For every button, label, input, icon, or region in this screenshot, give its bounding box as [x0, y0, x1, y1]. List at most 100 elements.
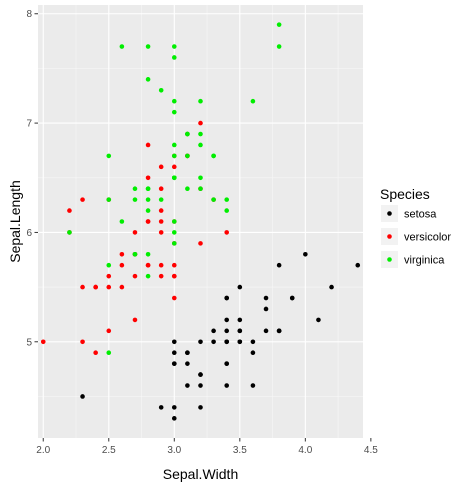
data-point-versicolor [145, 175, 151, 181]
data-point-versicolor [119, 262, 125, 268]
data-point-setosa [250, 383, 256, 388]
data-point-virginica [145, 252, 151, 257]
data-point-setosa [303, 252, 308, 257]
data-point-virginica [211, 197, 216, 202]
data-point-versicolor [106, 284, 112, 290]
legend-item-virginica: virginica [381, 251, 445, 268]
data-point-virginica [171, 109, 177, 115]
data-point-virginica [171, 142, 177, 148]
data-point-setosa [171, 416, 177, 421]
data-point-virginica [158, 87, 164, 93]
data-point-virginica [106, 153, 112, 159]
data-point-setosa [355, 262, 361, 268]
data-point-versicolor [93, 350, 98, 356]
data-point-setosa [237, 284, 243, 290]
data-point-versicolor [145, 262, 151, 268]
data-point-versicolor [119, 284, 125, 290]
x-tick-label: 3.5 [233, 445, 247, 456]
y-tick-label: 8 [26, 9, 32, 20]
x-tick-label: 4.5 [364, 445, 378, 456]
data-point-setosa [185, 361, 190, 366]
data-point-setosa [185, 383, 190, 388]
data-point-setosa [237, 317, 243, 323]
y-axis-title: Sepal.Length [7, 180, 23, 263]
data-point-setosa [250, 339, 256, 345]
data-point-virginica [211, 153, 216, 159]
data-point-virginica [224, 208, 230, 213]
legend-marker [387, 234, 392, 239]
data-point-setosa [263, 306, 269, 312]
y-tick-label: 5 [26, 337, 32, 348]
data-point-virginica [224, 197, 230, 202]
y-tick-label: 6 [26, 228, 32, 239]
data-point-versicolor [106, 273, 112, 279]
x-tick-label: 4.0 [298, 445, 312, 456]
legend: Species setosa versicolor virginica [380, 186, 451, 268]
data-point-versicolor [80, 284, 85, 290]
data-point-setosa [171, 350, 177, 356]
data-point-virginica [171, 175, 177, 181]
data-point-setosa [329, 284, 334, 290]
data-point-virginica [158, 197, 164, 202]
data-point-versicolor [67, 208, 72, 213]
data-point-versicolor [145, 219, 151, 224]
data-point-virginica [171, 241, 177, 246]
data-point-virginica [106, 350, 112, 356]
data-point-versicolor [158, 230, 164, 235]
data-point-versicolor [132, 273, 138, 279]
data-point-setosa [276, 328, 282, 334]
major-grid [38, 5, 372, 438]
data-point-versicolor [132, 317, 138, 323]
data-point-setosa [224, 295, 230, 301]
data-point-virginica [198, 142, 203, 148]
data-point-setosa [224, 328, 230, 334]
data-point-virginica [185, 153, 190, 159]
data-point-setosa [171, 361, 177, 366]
data-point-versicolor [158, 219, 164, 224]
series-setosa [80, 252, 361, 421]
data-point-versicolor [145, 142, 151, 148]
x-tick-label: 2.0 [36, 445, 50, 456]
data-point-setosa [263, 295, 269, 301]
data-point-versicolor [93, 284, 98, 290]
data-point-virginica [67, 230, 72, 235]
data-point-virginica [106, 197, 112, 202]
data-point-setosa [224, 383, 230, 388]
legend-marker [387, 257, 392, 262]
data-point-setosa [211, 328, 216, 334]
data-point-virginica [171, 153, 177, 159]
legend-label: virginica [404, 255, 445, 267]
data-point-virginica [145, 77, 151, 82]
data-point-versicolor [158, 262, 164, 268]
x-axis: 2.0 2.5 3.0 3.5 4.0 4.5 [36, 438, 378, 456]
data-point-setosa [185, 350, 190, 356]
data-point-setosa [171, 405, 177, 410]
data-points [40, 22, 361, 421]
data-point-virginica [198, 131, 203, 137]
data-point-virginica [145, 186, 151, 191]
data-point-setosa [224, 317, 230, 323]
data-point-setosa [276, 262, 282, 268]
data-point-virginica [145, 273, 151, 279]
data-point-virginica [119, 44, 125, 49]
data-point-virginica [171, 219, 177, 224]
data-point-setosa [316, 317, 321, 323]
data-point-setosa [198, 383, 203, 388]
data-point-virginica [171, 44, 177, 49]
data-point-versicolor [132, 230, 138, 235]
data-point-versicolor [158, 208, 164, 213]
data-point-setosa [237, 328, 243, 334]
data-point-setosa [198, 405, 203, 410]
data-point-versicolor [198, 120, 203, 126]
data-point-versicolor [224, 230, 230, 235]
legend-title: Species [380, 186, 430, 202]
data-point-virginica [145, 197, 151, 202]
data-point-versicolor [158, 164, 164, 170]
data-point-virginica [171, 98, 177, 104]
data-point-versicolor [40, 339, 46, 345]
data-point-versicolor [171, 262, 177, 268]
data-point-virginica [106, 262, 112, 268]
data-point-virginica [171, 55, 177, 60]
data-point-virginica [185, 186, 190, 191]
